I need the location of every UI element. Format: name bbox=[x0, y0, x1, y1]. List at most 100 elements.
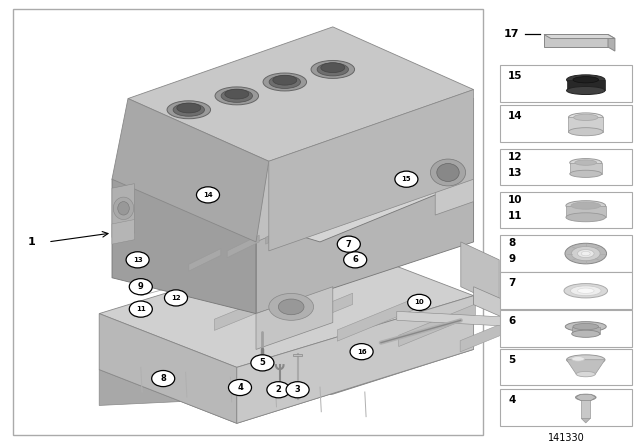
Polygon shape bbox=[269, 90, 474, 251]
Text: 2: 2 bbox=[275, 385, 282, 394]
Bar bbox=[566, 206, 605, 217]
Polygon shape bbox=[276, 293, 353, 336]
Polygon shape bbox=[214, 288, 291, 331]
Ellipse shape bbox=[317, 63, 348, 76]
Ellipse shape bbox=[573, 114, 598, 121]
Circle shape bbox=[395, 171, 418, 187]
Circle shape bbox=[126, 252, 149, 268]
Polygon shape bbox=[397, 311, 525, 327]
Text: 15: 15 bbox=[401, 176, 412, 182]
Ellipse shape bbox=[575, 160, 596, 165]
Ellipse shape bbox=[566, 86, 605, 95]
Text: 15: 15 bbox=[508, 71, 523, 81]
Polygon shape bbox=[112, 184, 134, 237]
Ellipse shape bbox=[437, 164, 460, 181]
Ellipse shape bbox=[572, 330, 600, 337]
Text: 8: 8 bbox=[161, 374, 166, 383]
Circle shape bbox=[164, 290, 188, 306]
Text: 5: 5 bbox=[508, 354, 515, 365]
Bar bbox=[500, 149, 632, 185]
Bar bbox=[572, 327, 600, 334]
Polygon shape bbox=[189, 249, 221, 271]
Bar bbox=[566, 80, 605, 90]
Ellipse shape bbox=[564, 284, 607, 298]
Polygon shape bbox=[99, 349, 474, 423]
Text: 3: 3 bbox=[295, 385, 300, 394]
Ellipse shape bbox=[568, 128, 603, 136]
Circle shape bbox=[408, 294, 431, 310]
Ellipse shape bbox=[118, 202, 129, 215]
Ellipse shape bbox=[269, 76, 300, 88]
Circle shape bbox=[337, 236, 360, 252]
Circle shape bbox=[350, 344, 373, 360]
Polygon shape bbox=[112, 125, 256, 314]
Circle shape bbox=[344, 252, 367, 268]
Text: 13: 13 bbox=[132, 257, 143, 263]
Text: 12: 12 bbox=[171, 295, 181, 301]
Polygon shape bbox=[544, 34, 608, 47]
Ellipse shape bbox=[573, 77, 598, 83]
Polygon shape bbox=[99, 314, 237, 423]
Text: 11: 11 bbox=[508, 211, 523, 220]
Ellipse shape bbox=[311, 60, 355, 78]
Text: 8: 8 bbox=[508, 238, 515, 248]
Text: 12: 12 bbox=[508, 152, 523, 162]
Polygon shape bbox=[342, 195, 374, 217]
Text: 141330: 141330 bbox=[548, 433, 584, 443]
Ellipse shape bbox=[565, 322, 606, 332]
Ellipse shape bbox=[565, 243, 607, 264]
Ellipse shape bbox=[273, 75, 297, 85]
Bar bbox=[500, 235, 632, 272]
Ellipse shape bbox=[435, 130, 474, 166]
Ellipse shape bbox=[269, 293, 314, 320]
Ellipse shape bbox=[221, 90, 252, 102]
Ellipse shape bbox=[575, 394, 596, 401]
Polygon shape bbox=[474, 287, 525, 327]
Ellipse shape bbox=[263, 73, 307, 91]
Ellipse shape bbox=[430, 159, 466, 186]
Text: 13: 13 bbox=[508, 168, 523, 177]
Polygon shape bbox=[112, 116, 474, 242]
Polygon shape bbox=[461, 242, 499, 305]
Polygon shape bbox=[227, 235, 259, 258]
Ellipse shape bbox=[570, 170, 602, 177]
Circle shape bbox=[267, 382, 290, 398]
Ellipse shape bbox=[173, 103, 204, 116]
Ellipse shape bbox=[167, 101, 211, 119]
Polygon shape bbox=[275, 394, 284, 396]
Polygon shape bbox=[293, 354, 302, 356]
Ellipse shape bbox=[577, 288, 594, 293]
Bar bbox=[500, 192, 632, 228]
Polygon shape bbox=[575, 394, 596, 401]
Ellipse shape bbox=[566, 355, 605, 365]
Polygon shape bbox=[128, 27, 474, 161]
Ellipse shape bbox=[225, 89, 249, 99]
Ellipse shape bbox=[215, 87, 259, 105]
Ellipse shape bbox=[113, 197, 134, 220]
Bar bbox=[581, 397, 590, 418]
Ellipse shape bbox=[572, 246, 600, 261]
Text: 9: 9 bbox=[508, 254, 515, 264]
Circle shape bbox=[152, 370, 175, 387]
Text: 10: 10 bbox=[414, 299, 424, 306]
Polygon shape bbox=[608, 34, 615, 51]
Polygon shape bbox=[399, 304, 476, 347]
Ellipse shape bbox=[568, 113, 603, 122]
Ellipse shape bbox=[321, 63, 345, 73]
Polygon shape bbox=[266, 222, 298, 244]
Ellipse shape bbox=[278, 299, 304, 314]
Polygon shape bbox=[112, 99, 269, 242]
Ellipse shape bbox=[577, 250, 594, 258]
Text: 14: 14 bbox=[508, 111, 523, 121]
Polygon shape bbox=[435, 99, 474, 215]
Ellipse shape bbox=[576, 371, 595, 377]
Polygon shape bbox=[581, 418, 590, 423]
Text: 6: 6 bbox=[508, 316, 515, 326]
Ellipse shape bbox=[566, 75, 605, 85]
Text: 16: 16 bbox=[356, 349, 367, 355]
Bar bbox=[500, 272, 632, 309]
Polygon shape bbox=[460, 309, 537, 352]
Text: 4: 4 bbox=[508, 395, 516, 405]
Bar bbox=[500, 389, 632, 426]
Ellipse shape bbox=[570, 159, 602, 167]
